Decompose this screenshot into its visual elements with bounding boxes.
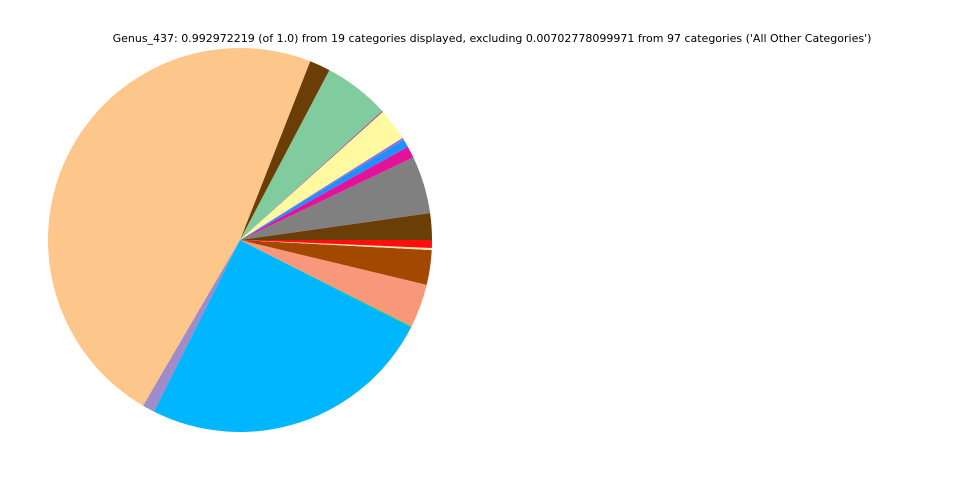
chart-title: Genus_437: 0.992972219 (of 1.0) from 19 … bbox=[113, 32, 872, 45]
pie-slice bbox=[240, 70, 383, 240]
pie-slice bbox=[240, 240, 427, 327]
pie-slice bbox=[240, 61, 330, 241]
pie-slice bbox=[47, 47, 311, 406]
pie-slice bbox=[240, 137, 404, 240]
pie-slice bbox=[240, 146, 414, 240]
pie-slice bbox=[240, 240, 432, 285]
pie-slice bbox=[240, 240, 432, 251]
pie-slice bbox=[143, 240, 240, 412]
pie-slice bbox=[240, 139, 408, 240]
pie-slice bbox=[240, 212, 433, 240]
pie-slice bbox=[240, 111, 403, 240]
pie-slice bbox=[153, 240, 412, 433]
pie-slice bbox=[240, 240, 412, 328]
pie-slice bbox=[240, 240, 432, 249]
pie-slice bbox=[240, 157, 431, 240]
pie-slice bbox=[240, 110, 383, 241]
